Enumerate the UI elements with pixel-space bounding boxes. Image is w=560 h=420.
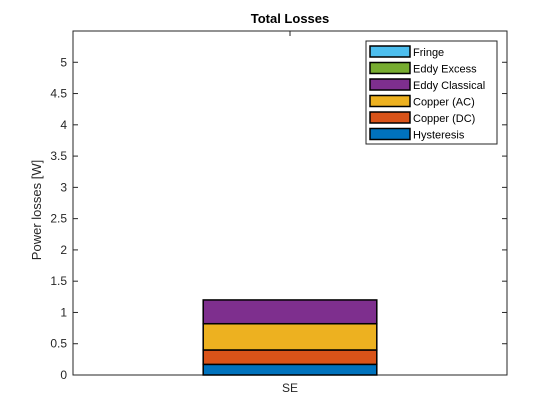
legend-swatch (369, 111, 411, 124)
legend-label: Eddy Classical (413, 80, 485, 92)
legend-label: Copper (DC) (413, 113, 475, 125)
legend-swatch (369, 45, 411, 58)
legend-label: Hysteresis (413, 130, 465, 142)
bar-segment-eddy-classical (202, 299, 378, 325)
y-tick-label: 3 (60, 180, 67, 194)
legend-box (365, 40, 498, 145)
y-tick-label: 3.5 (50, 149, 67, 163)
y-tick-label: 1.5 (50, 274, 67, 288)
y-tick-label: 0.5 (50, 337, 67, 351)
legend-swatch (369, 127, 411, 141)
legend-label: Fringe (413, 47, 444, 59)
y-axis-label: Power losses [W] (29, 160, 44, 260)
legend: Fringe Eddy Excess Eddy Classical Copper (A… (365, 40, 498, 145)
legend-label: Eddy Excess (413, 64, 477, 76)
legend-label: Copper (AC) (413, 97, 475, 109)
y-tick-label: 4 (60, 118, 67, 132)
legend-swatch (369, 94, 411, 108)
bar-segment-hysteresis (202, 363, 378, 376)
y-tick-label: 0 (60, 368, 67, 382)
x-tick-label: SE (282, 381, 298, 395)
chart-title: Total Losses (251, 11, 330, 26)
legend-swatch (369, 78, 411, 91)
y-tick-label: 4.5 (50, 87, 67, 101)
bar-segment-copper-ac (202, 322, 378, 351)
legend-swatch (369, 61, 411, 75)
y-tick-label: 2.5 (50, 212, 67, 226)
y-tick-label: 5 (60, 55, 67, 69)
bar-segment-copper-dc (202, 349, 378, 366)
y-tick-label: 2 (60, 243, 67, 257)
y-tick-label: 1 (60, 305, 67, 319)
